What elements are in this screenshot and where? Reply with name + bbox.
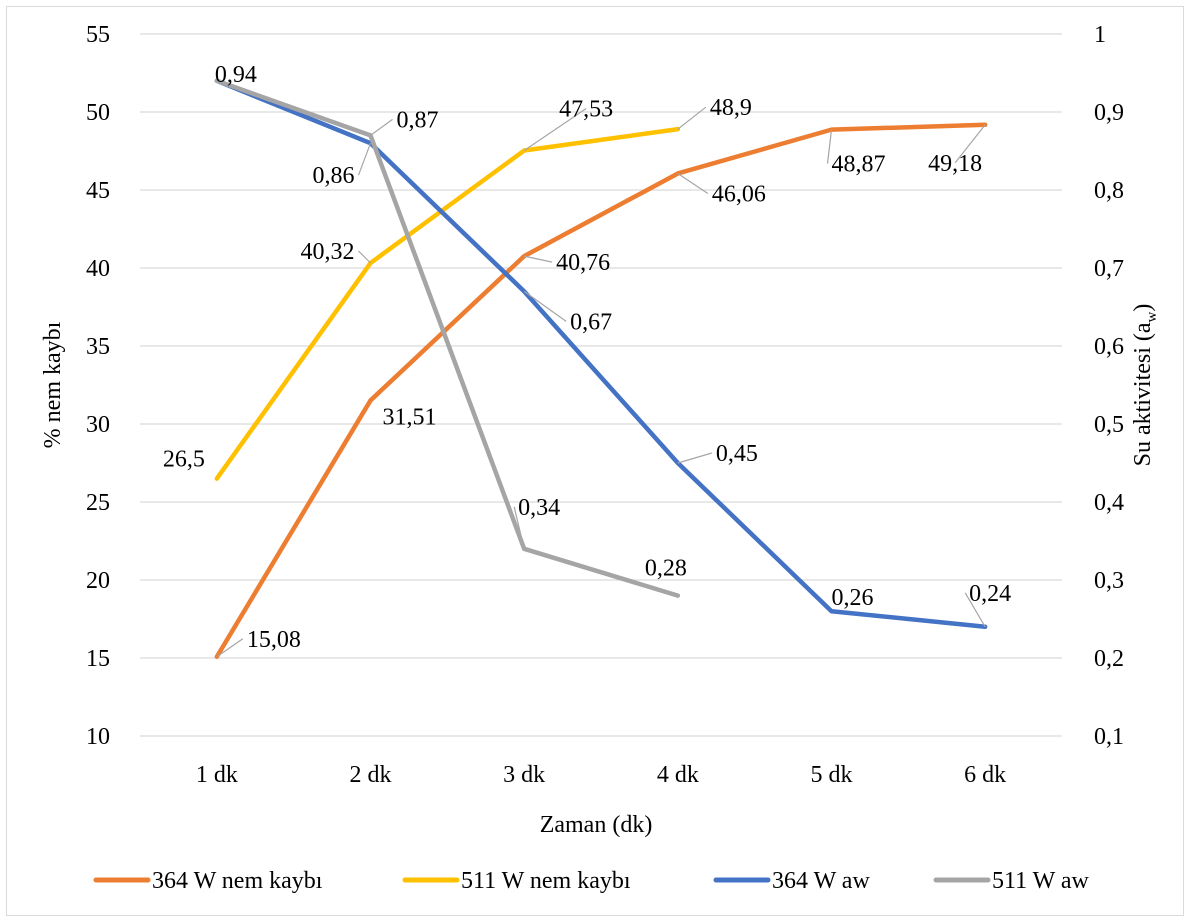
series-line <box>214 122 988 660</box>
data-label: 15,08 <box>247 627 301 653</box>
legend-label: 364 W aw <box>772 868 870 894</box>
label-leader <box>524 255 553 263</box>
y2-axis-title-close: ) <box>1130 304 1156 312</box>
label-leaders <box>216 106 986 658</box>
y-tick-label: 25 <box>86 490 110 516</box>
legend-label: 364 W nem kaybı <box>152 868 323 894</box>
y2-tick-label: 0,2 <box>1094 646 1124 672</box>
data-label: 0,87 <box>397 107 439 133</box>
series-line <box>214 126 681 481</box>
label-leader <box>523 108 587 152</box>
y-tick-label: 50 <box>86 100 110 126</box>
y2-tick-label: 1 <box>1094 22 1106 48</box>
label-leader <box>358 250 371 264</box>
label-leader <box>370 118 393 136</box>
x-tick-label: 5 dk <box>811 762 853 788</box>
y2-tick-label: 0,6 <box>1094 334 1124 360</box>
label-leader <box>677 452 713 464</box>
label-leader <box>523 290 567 322</box>
x-tick-label: 6 dk <box>964 762 1006 788</box>
y-tick-label: 10 <box>86 724 110 750</box>
label-leader <box>513 506 525 549</box>
data-label: 0,34 <box>518 495 560 521</box>
y-tick-label: 55 <box>86 22 110 48</box>
data-label: 49,18 <box>928 151 982 177</box>
data-label: 40,76 <box>556 250 610 276</box>
data-label: 48,9 <box>710 95 752 121</box>
y2-axis-ticks: 0,1 0,2 0,3 0,4 0,5 0,6 0,7 0,8 0,9 1 <box>1094 22 1124 750</box>
x-tick-label: 1 dk <box>196 762 238 788</box>
y2-tick-label: 0,3 <box>1094 568 1124 594</box>
data-labels: 15,08 31,51 40,76 46,06 48,87 49,18 26,5 40,32 4… <box>163 62 1011 653</box>
y-axis-ticks: 10 15 20 25 30 35 40 45 50 55 <box>86 22 110 750</box>
legend-label: 511 W nem kaybı <box>461 868 631 894</box>
y2-tick-label: 0,7 <box>1094 256 1124 282</box>
y2-axis-title-main: Su aktivitesi (a <box>1130 322 1156 466</box>
data-label: 40,32 <box>301 239 355 265</box>
data-label: 47,53 <box>559 97 613 123</box>
x-tick-label: 4 dk <box>657 762 699 788</box>
y2-tick-label: 0,5 <box>1094 412 1124 438</box>
series-line <box>214 78 681 598</box>
series-line <box>214 78 988 630</box>
data-label: 0,24 <box>969 581 1011 607</box>
y-tick-label: 30 <box>86 412 110 438</box>
label-leader <box>954 124 986 164</box>
data-label: 31,51 <box>383 404 437 430</box>
data-label: 0,28 <box>645 556 687 582</box>
y2-tick-label: 0,4 <box>1094 490 1124 516</box>
legend-label: 511 W aw <box>992 868 1090 894</box>
data-label: 0,45 <box>716 441 758 467</box>
label-leader <box>964 592 986 628</box>
y2-tick-label: 0,8 <box>1094 178 1124 204</box>
y2-tick-label: 0,1 <box>1094 724 1124 750</box>
label-leader <box>677 172 709 194</box>
data-label: 0,67 <box>570 309 612 335</box>
data-label: 0,94 <box>215 62 257 88</box>
x-tick-label: 3 dk <box>503 762 545 788</box>
y2-tick-label: 0,9 <box>1094 100 1124 126</box>
y2-axis-title: Su aktivitesi (aw) <box>1130 304 1160 467</box>
x-axis-ticks: 1 dk 2 dk 3 dk 4 dk 5 dk 6 dk <box>196 762 1006 788</box>
label-leader <box>677 106 707 130</box>
y-tick-label: 20 <box>86 568 110 594</box>
data-label: 0,26 <box>832 585 874 611</box>
x-axis-title: Zaman (dk) <box>540 812 653 838</box>
y2-axis-title-sub: w <box>1144 311 1160 322</box>
y-tick-label: 45 <box>86 178 110 204</box>
y-tick-label: 35 <box>86 334 110 360</box>
data-label: 26,5 <box>163 447 205 473</box>
chart-frame <box>6 6 1184 916</box>
y-axis-title: % nem kaybı <box>40 321 66 448</box>
series-lines <box>214 78 988 660</box>
label-leader <box>826 129 833 164</box>
data-label: 46,06 <box>712 181 766 207</box>
y-tick-label: 40 <box>86 256 110 282</box>
label-leader <box>216 638 244 658</box>
x-tick-label: 2 dk <box>350 762 392 788</box>
y-tick-label: 15 <box>86 646 110 672</box>
label-leader <box>357 142 372 176</box>
data-label: 48,87 <box>832 152 886 178</box>
legend: 364 W nem kaybı 511 W nem kaybı 364 W aw 51… <box>93 868 1090 894</box>
data-label: 0,86 <box>313 163 355 189</box>
